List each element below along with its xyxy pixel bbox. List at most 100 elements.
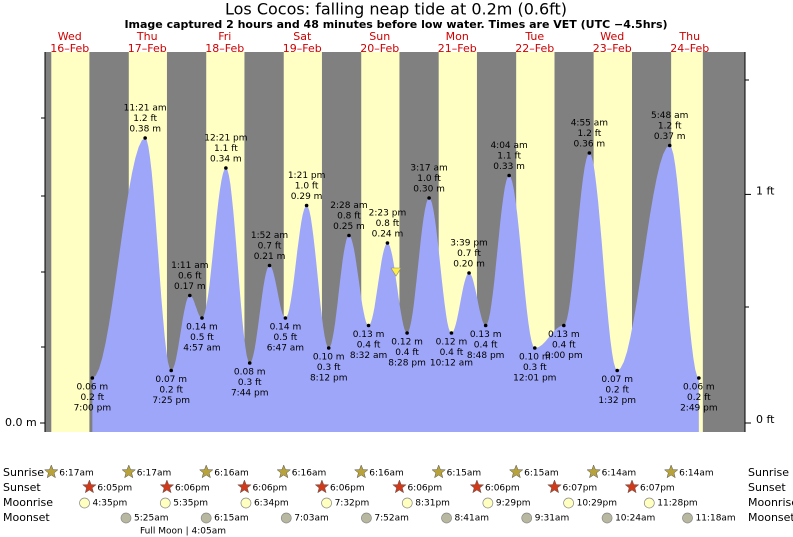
tide-label: 11:21 am [124, 104, 167, 114]
sunrise-icon [353, 464, 369, 479]
moonset-icon [200, 512, 212, 524]
moonrise-icon [643, 497, 655, 509]
sunrise-icon [121, 464, 137, 479]
sunset-icon [237, 479, 252, 494]
row-label: Sunset [3, 481, 41, 494]
tide-label: 0.07 m [601, 375, 633, 385]
sunrise-icon [43, 464, 59, 479]
sunrise-time: 6:16am [369, 469, 404, 479]
tide-point [405, 331, 409, 335]
tide-label: 0.12 m [436, 338, 468, 348]
tide-point [615, 368, 620, 373]
weekday-label: Sat [293, 30, 312, 43]
sunrise-time: 6:17am [59, 469, 94, 479]
tide-point [587, 151, 592, 155]
weekday-label: Wed [600, 30, 624, 43]
date-label: 16–Feb [50, 42, 89, 55]
tide-label: 2:49 pm [680, 404, 718, 414]
moonrise-icon [401, 497, 413, 509]
tide-label: 0.06 m [683, 383, 715, 393]
tide-point [697, 376, 701, 380]
sunrise-time: 6:17am [137, 469, 172, 479]
tide-label: 4:57 am [183, 344, 220, 354]
sunset-time: 6:05pm [97, 484, 132, 494]
moonrise-time: 11:28pm [657, 499, 697, 509]
sunrise-time: 6:16am [292, 469, 327, 479]
sunrise-time: 6:14am [602, 469, 637, 479]
tide-label: 0.2 ft [159, 386, 183, 396]
tide-point [143, 136, 147, 140]
moonrise-icon [159, 497, 171, 509]
tide-point [483, 323, 488, 328]
tide-label: 0.8 ft [337, 212, 361, 222]
y-tick-label: 0.0 m [5, 416, 37, 429]
tide-curve [92, 138, 699, 432]
tide-label: 0.20 m [453, 260, 485, 270]
tide-label: 0.7 ft [258, 242, 282, 252]
sunset-time: 6:06pm [407, 484, 442, 494]
sunrise-time: 6:15am [524, 469, 559, 479]
tide-label: 1:52 am [251, 231, 288, 241]
tide-label: 9:00 pm [545, 351, 583, 361]
tide-label: 3:39 pm [450, 239, 488, 249]
tide-label: 0.4 ft [552, 341, 576, 351]
weekday-label: Mon [446, 30, 469, 43]
tide-label: 1.0 ft [295, 182, 319, 192]
sunset-time: 6:06pm [485, 484, 520, 494]
tide-label: 0.4 ft [440, 348, 464, 358]
sunset-time: 6:07pm [640, 484, 675, 494]
weekday-label: Thu [136, 30, 158, 43]
moonrise-time: 10:29pm [577, 499, 617, 509]
sunrise-icon [586, 464, 601, 479]
moonset-time: 10:24am [615, 514, 655, 524]
moonset-icon [682, 512, 693, 524]
moonset-icon [361, 512, 372, 524]
tide-point [449, 331, 454, 335]
tide-label: 1:32 pm [598, 396, 636, 406]
tide-label: 0.13 m [470, 330, 502, 340]
tide-label: 0.5 ft [274, 333, 298, 343]
date-label: 20–Feb [360, 42, 399, 55]
sunset-icon [82, 479, 97, 494]
date-label: 22–Feb [515, 42, 554, 55]
tide-label: 1.0 ft [417, 174, 441, 184]
tide-label: 0.08 m [234, 368, 266, 378]
tide-label: 0.36 m [574, 140, 606, 150]
tide-label: 0.2 ft [80, 393, 104, 403]
moonset-time: 11:18am [695, 514, 735, 524]
moonrise-time: 4:35pm [93, 499, 128, 509]
moonrise-time: 5:35pm [173, 499, 208, 509]
tide-label: 0.4 ft [474, 341, 498, 351]
tide-label: 0.12 m [391, 338, 423, 348]
tide-label: 1:11 am [171, 261, 208, 271]
moonset-icon [120, 512, 132, 524]
tide-label: 1.1 ft [214, 144, 238, 154]
moonrise-icon [79, 497, 90, 509]
tide-label: 1.2 ft [658, 122, 682, 132]
sunrise-time: 6:16am [214, 469, 249, 479]
moonset-time: 8:41am [455, 514, 490, 524]
weekday-label: Sun [369, 30, 390, 43]
full-moon-note: Full Moon | 4:05am [140, 527, 226, 537]
sunset-time: 6:06pm [330, 484, 365, 494]
moonrise-time: 6:34pm [254, 499, 289, 509]
tide-label: 8:12 pm [310, 374, 348, 384]
moonrise-time: 8:31pm [415, 499, 450, 509]
row-label: Moonrise [748, 496, 793, 509]
row-label: Moonrise [3, 496, 53, 509]
tide-point [385, 241, 390, 245]
moonset-time: 7:03am [294, 514, 329, 524]
tide-label: 3:17 am [410, 164, 447, 174]
sunset-icon [469, 479, 485, 494]
tide-label: 0.21 m [254, 252, 286, 262]
tide-label: 0.17 m [174, 282, 206, 292]
moonrise-icon [240, 497, 252, 509]
sunset-time: 6:06pm [252, 484, 287, 494]
moonset-icon [441, 512, 452, 524]
y2-tick-label: 1 ft [756, 184, 775, 197]
tide-label: 0.3 ft [238, 378, 262, 388]
row-label: Sunrise [748, 466, 789, 479]
sunset-icon [624, 479, 640, 494]
tide-label: 5:48 am [651, 111, 688, 121]
